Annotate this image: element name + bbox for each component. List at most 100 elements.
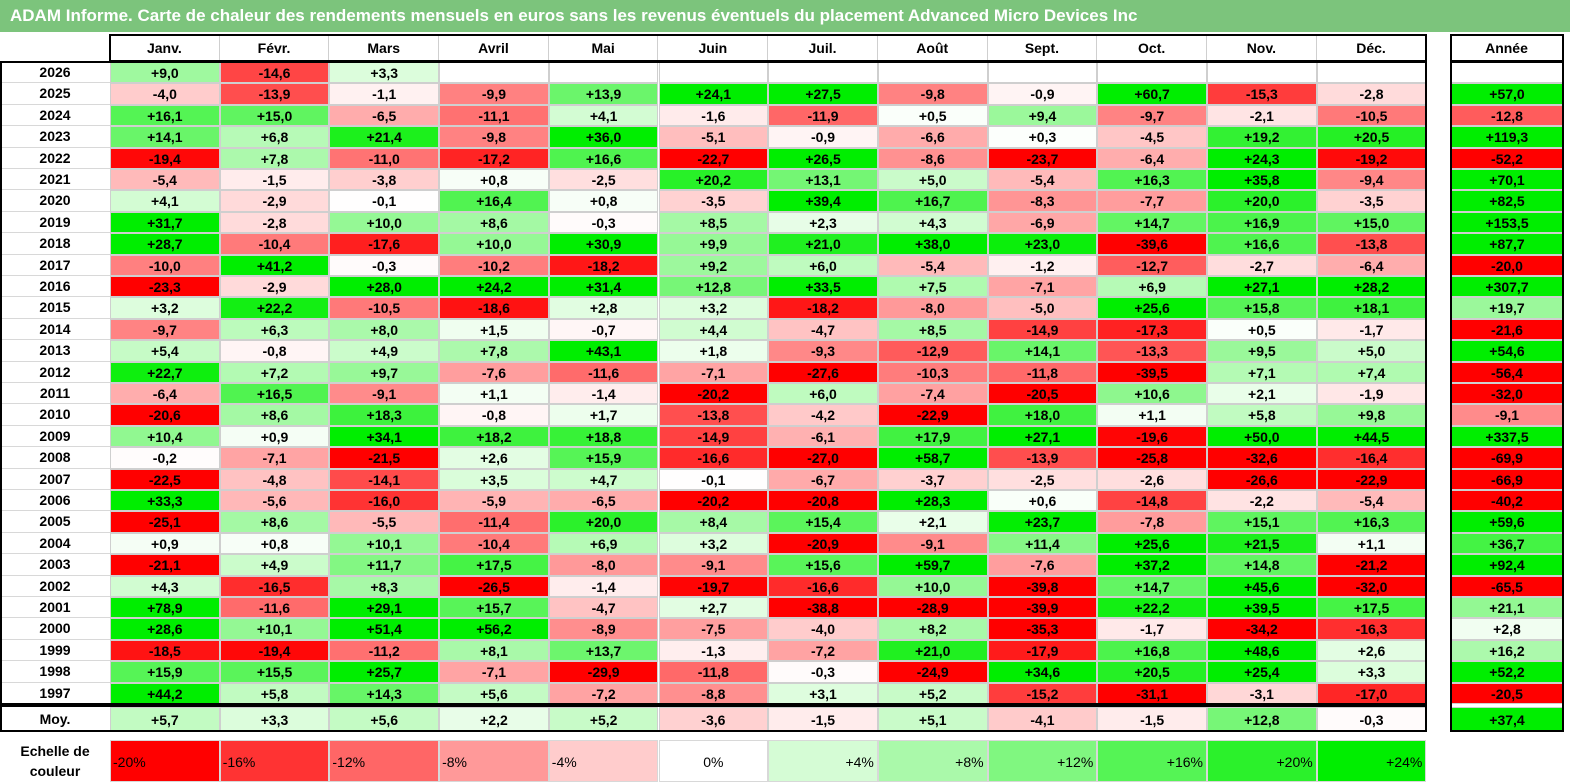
- heatmap-cell: -14,1: [329, 468, 440, 490]
- heatmap-cell: -11,6: [548, 361, 659, 383]
- heatmap-cell: -5,4: [1316, 490, 1427, 512]
- annual-return-cell: +2,8: [1451, 618, 1563, 640]
- heatmap-cell: -0,2: [110, 447, 220, 469]
- heatmap-cell: -1,9: [1316, 383, 1427, 405]
- heatmap-cell: +2,3: [768, 211, 878, 234]
- heatmap-cell: +0,9: [219, 425, 330, 448]
- annual-return-cell: +36,7: [1451, 532, 1563, 555]
- heatmap-cell: +60,7: [1097, 83, 1207, 105]
- heatmap-cell: +16,3: [1316, 511, 1427, 533]
- heatmap-cell: -4,0: [768, 618, 878, 640]
- heatmap-cell: +15,5: [219, 661, 330, 683]
- heatmap-cell: -12,7: [1097, 254, 1207, 276]
- heatmap-cell: -10,5: [1316, 104, 1427, 127]
- heatmap-cell: +4,4: [658, 318, 769, 341]
- heatmap-cell: +13,9: [548, 83, 659, 105]
- heatmap-cell: +27,1: [1207, 276, 1317, 298]
- average-row-label: Moy.: [0, 707, 110, 731]
- heatmap-cell: -16,3: [1316, 618, 1427, 640]
- heatmap-cell: -2,6: [1097, 468, 1207, 490]
- heatmap-cell: +15,4: [768, 511, 878, 533]
- heatmap-cell: +6,9: [548, 532, 659, 555]
- heatmap-cell: +13,1: [768, 169, 878, 191]
- heatmap-cell: +31,7: [110, 211, 220, 234]
- heatmap-cell: -18,2: [548, 254, 659, 276]
- heatmap-cell: +9,4: [987, 104, 1098, 127]
- annual-return-cell: -20,0: [1451, 254, 1563, 276]
- heatmap-cell: -9,3: [768, 340, 878, 362]
- heatmap-cell: +24,3: [1207, 147, 1317, 169]
- heatmap-cell: +5,2: [877, 682, 988, 704]
- heatmap-cell: +59,7: [877, 554, 988, 576]
- heatmap-cell: +36,0: [548, 126, 659, 148]
- heatmap-cell: -8,0: [548, 554, 659, 576]
- heatmap-cell: +4,3: [110, 575, 220, 597]
- column-header: Mars: [329, 35, 440, 62]
- heatmap-cell: +27,1: [987, 425, 1098, 448]
- heatmap-cell: -0,1: [658, 468, 769, 490]
- chart-title: ADAM Informe. Carte de chaleur des rende…: [0, 0, 1570, 32]
- color-scale-stop: +4%: [768, 740, 878, 782]
- heatmap-cell: +21,0: [877, 639, 988, 662]
- color-scale-stop: -20%: [110, 740, 220, 782]
- heatmap-cell: +25,4: [1207, 661, 1317, 683]
- heatmap-cell: -14,9: [987, 318, 1098, 341]
- heatmap-cell: -5,4: [987, 169, 1098, 191]
- annual-return-cell: +307,7: [1451, 276, 1563, 298]
- heatmap-cell: -22,9: [1316, 468, 1427, 490]
- heatmap-cell: -10,2: [439, 254, 549, 276]
- heatmap-cell: -16,0: [329, 490, 440, 512]
- color-scale-label-line2: couleur: [29, 763, 81, 779]
- heatmap-cell: -17,9: [987, 639, 1098, 662]
- row-year-label: 2006: [0, 490, 110, 512]
- row-year-label: 2020: [0, 190, 110, 212]
- heatmap-cell: [1207, 62, 1317, 84]
- heatmap-cell: -13,9: [219, 83, 330, 105]
- heatmap-cell: +33,3: [110, 490, 220, 512]
- heatmap-cell: -0,8: [439, 404, 549, 426]
- heatmap-cell: +3,5: [439, 468, 549, 490]
- heatmap-cell: -7,5: [658, 618, 769, 640]
- heatmap-cell: -0,1: [329, 190, 440, 212]
- heatmap-cell: -20,5: [987, 383, 1098, 405]
- heatmap-cell: -0,3: [768, 661, 878, 683]
- row-year-label: 2007: [0, 468, 110, 490]
- heatmap-cell: +8,2: [877, 618, 988, 640]
- heatmap-cell: +15,0: [219, 104, 330, 127]
- heatmap-cell: -22,5: [110, 468, 220, 490]
- color-scale-stop: +12%: [987, 740, 1098, 782]
- heatmap-cell: [987, 62, 1098, 84]
- row-year-label: 2009: [0, 425, 110, 448]
- heatmap-cell: -19,6: [1097, 425, 1207, 448]
- annual-return-cell: -9,1: [1451, 404, 1563, 426]
- heatmap-cell: -38,8: [768, 597, 878, 619]
- heatmap-cell: +7,5: [877, 276, 988, 298]
- heatmap-cell: +1,5: [439, 318, 549, 341]
- heatmap-cell: +8,5: [658, 211, 769, 234]
- heatmap-cell: -17,0: [1316, 682, 1427, 704]
- heatmap-cell: +3,2: [658, 297, 769, 319]
- heatmap-cell: +7,1: [1207, 361, 1317, 383]
- heatmap-cell: +50,0: [1207, 425, 1317, 448]
- row-year-label: 1999: [0, 639, 110, 662]
- heatmap-cell: -9,8: [877, 83, 988, 105]
- row-year-label: 2023: [0, 126, 110, 148]
- heatmap-cell: +18,0: [987, 404, 1098, 426]
- heatmap-cell: +28,6: [110, 618, 220, 640]
- heatmap-cell: +15,1: [1207, 511, 1317, 533]
- annual-return-cell: +16,2: [1451, 639, 1563, 662]
- heatmap-cell: +3,3: [329, 62, 440, 84]
- heatmap-cell: -6,7: [768, 468, 878, 490]
- heatmap-cell: -39,6: [1097, 233, 1207, 255]
- heatmap-cell: -39,5: [1097, 361, 1207, 383]
- color-scale-label: Echelle de couleur: [0, 741, 110, 781]
- heatmap-cell: -27,6: [768, 361, 878, 383]
- heatmap-cell: +9,0: [110, 62, 220, 84]
- heatmap-cell: +25,7: [329, 661, 440, 683]
- heatmap-cell: +10,1: [219, 618, 330, 640]
- average-annual-cell: +37,4: [1451, 707, 1563, 731]
- average-cell: +5,7: [110, 707, 220, 731]
- heatmap-cell: -26,6: [1207, 468, 1317, 490]
- heatmap-cell: +29,1: [329, 597, 440, 619]
- heatmap-cell: -20,2: [658, 383, 769, 405]
